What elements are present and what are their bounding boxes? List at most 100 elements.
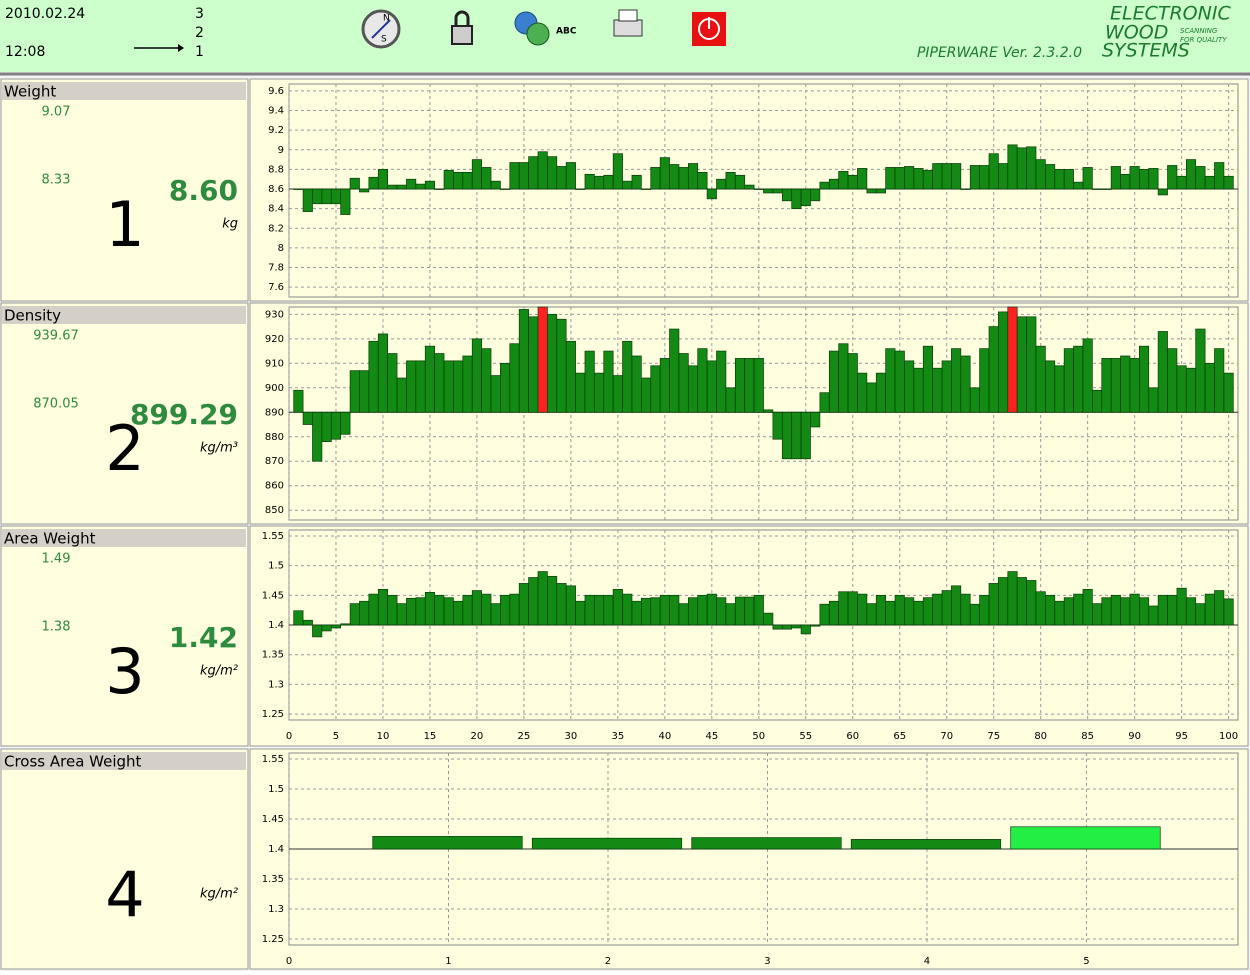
bar (697, 594, 708, 626)
bar (415, 597, 426, 626)
compass-button[interactable]: NS (361, 9, 401, 49)
bar (518, 309, 529, 413)
logo-word: ELECTRONIC (1110, 3, 1231, 25)
bar (1054, 169, 1065, 190)
bar (800, 411, 811, 460)
info-panel (0, 525, 249, 747)
bar (941, 163, 952, 190)
info-panel (0, 748, 249, 970)
bar (1167, 348, 1178, 413)
print-button[interactable] (613, 9, 643, 37)
bar (1092, 603, 1103, 626)
bar (603, 174, 614, 190)
y-tick-label: 850 (265, 505, 284, 516)
bar (359, 370, 370, 413)
bar (453, 171, 464, 190)
time: 12:08 (5, 44, 45, 60)
bar (302, 411, 313, 425)
x-tick-label: 60 (846, 731, 859, 742)
bar (1007, 144, 1018, 190)
title-bar (2, 752, 246, 770)
bar (875, 372, 886, 413)
y-tick-label: 9.2 (268, 125, 284, 136)
bar (424, 180, 435, 190)
bar (406, 597, 417, 626)
bar (1195, 328, 1206, 413)
bar (415, 360, 426, 413)
bar (1035, 345, 1046, 413)
bar (951, 348, 962, 413)
bar (875, 594, 886, 626)
bar (669, 164, 680, 190)
bar (321, 624, 332, 632)
step: 3 (195, 6, 204, 22)
bar (424, 591, 435, 626)
y-tick-label: 8.2 (268, 223, 284, 234)
bar (716, 597, 727, 626)
y-tick-label: 920 (265, 334, 284, 345)
x-tick-label: 35 (611, 731, 624, 742)
bar (1195, 166, 1206, 190)
bar (500, 594, 511, 626)
x-tick-label: 5 (1083, 956, 1089, 967)
bar (481, 348, 492, 413)
bar (1120, 597, 1131, 626)
bar (687, 597, 699, 626)
bar (312, 624, 323, 638)
bar (1092, 188, 1103, 190)
bar (622, 180, 633, 190)
bar (819, 181, 830, 190)
bar (330, 411, 342, 440)
bar (471, 590, 482, 626)
bar (885, 600, 896, 626)
bar (312, 188, 323, 205)
bar (1082, 338, 1093, 413)
bar (1026, 316, 1037, 413)
bar (885, 348, 896, 413)
bar (1073, 593, 1084, 626)
panel-number: 1 (105, 188, 144, 261)
bar (584, 350, 595, 413)
x-tick-label: 70 (940, 731, 953, 742)
bar (462, 594, 473, 626)
min-value: 870.05 (33, 397, 79, 412)
bar (819, 603, 830, 626)
bar (998, 577, 1009, 626)
bar (706, 593, 717, 626)
max-value: 9.07 (42, 105, 71, 120)
y-tick-label: 1.4 (268, 620, 284, 631)
bar (998, 163, 1009, 190)
bar (791, 411, 802, 460)
bar (556, 583, 567, 626)
bar (913, 600, 924, 626)
x-tick-label: 80 (1034, 731, 1047, 742)
bar (509, 162, 520, 190)
bar (547, 156, 558, 190)
bar (565, 340, 576, 413)
power-button[interactable] (692, 12, 726, 46)
bar (706, 360, 717, 413)
x-tick-label: 25 (518, 731, 531, 742)
current-value: 1.42 (169, 621, 238, 654)
lock-button[interactable] (451, 10, 473, 45)
bar (453, 600, 464, 626)
current-value: 8.60 (169, 174, 238, 207)
bar (641, 597, 652, 626)
bar (537, 151, 548, 190)
bar (922, 345, 933, 413)
bar (904, 360, 915, 413)
bar (518, 162, 529, 190)
bar (631, 174, 642, 190)
x-tick-label: 1 (445, 956, 451, 967)
y-tick-label: 8.8 (268, 164, 284, 175)
y-tick-label: 930 (265, 309, 284, 320)
bar (622, 340, 633, 413)
panel-number: 4 (105, 858, 144, 931)
step-arrow (134, 44, 184, 52)
bar (1110, 594, 1121, 626)
bar (387, 353, 398, 413)
y-tick-label: 1.45 (262, 814, 284, 825)
bar (481, 593, 492, 626)
language-button[interactable]: ABC (514, 11, 577, 46)
bar (734, 596, 746, 626)
